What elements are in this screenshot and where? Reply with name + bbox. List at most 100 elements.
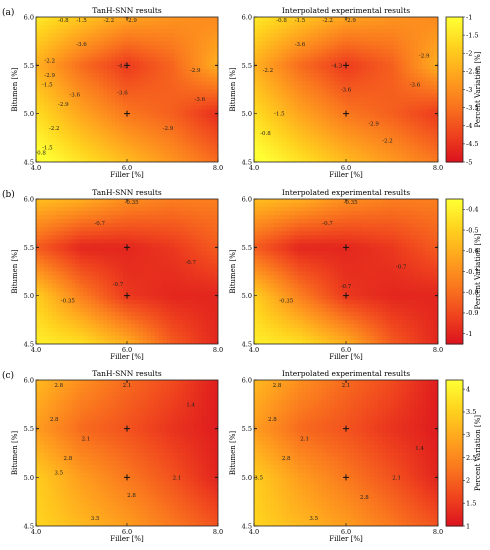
contour-label: 2.1 (173, 475, 182, 481)
experimental-point (435, 244, 438, 251)
colorbar-tick-label: 3.5 (466, 408, 476, 416)
experimental-point (435, 292, 438, 299)
contour-label: 2.8 (63, 456, 72, 462)
y-tick-label: 5.0 (24, 292, 34, 300)
panel-letter: (a) (2, 7, 14, 18)
contour-label: -1.5 (274, 112, 285, 118)
contour-label: -3.6 (295, 42, 306, 48)
colorbar-tick-label: -2 (466, 50, 472, 58)
x-tick-label: 4.0 (31, 346, 41, 354)
contour-label: 2.8 (50, 417, 59, 423)
experimental-point (435, 62, 438, 69)
contour-label: -0.7 (322, 221, 333, 227)
contour-label: 2.1 (392, 475, 401, 481)
colorbar-tick-label: -0.7 (466, 268, 479, 276)
panel-letter: (b) (2, 189, 15, 200)
contour-label: 2.8 (127, 493, 136, 499)
x-tick-label: 6.0 (341, 346, 351, 354)
contour-label: -0.35 (124, 200, 139, 206)
experimental-point (124, 199, 130, 202)
contour-label: -2.9 (190, 68, 201, 74)
x-tick-label: 8.0 (213, 164, 223, 172)
contour-label: -2.9 (44, 73, 55, 79)
contour-label: -0.8 (58, 18, 69, 24)
colorbar-tick-label: -2.5 (466, 68, 479, 76)
x-tick-label: 6.0 (122, 346, 132, 354)
x-tick-label: 6.0 (122, 528, 132, 536)
experimental-point (343, 244, 349, 251)
y-tick-label: 5.0 (242, 474, 252, 482)
x-tick-label: 4.0 (31, 164, 41, 172)
x-axis-label: Filler [%] (110, 171, 144, 179)
colorbar-tick-label: 3 (466, 431, 470, 439)
heatmap-panel-4: -0.35 -0.7 -0.7 -0.7 -0.35 4.0 6.0 8.0 Filler [%… (229, 188, 443, 361)
contour-label: -2.2 (103, 18, 114, 24)
colorbar-tick-label: -0.4 (466, 206, 479, 214)
y-tick-label: 5.5 (24, 62, 34, 70)
contour-label: -2.9 (58, 102, 69, 108)
experimental-point (435, 425, 438, 432)
contour-label: -0.7 (94, 221, 105, 227)
experimental-point (343, 110, 349, 117)
heatmap-panel-1: -0.8 -1.5 -2.2 -2.9-3.6-2.2-1.5-2.9-4.3-3.6… (2, 6, 223, 179)
contour-label: -0.7 (396, 265, 407, 271)
panel-letter: (c) (2, 370, 14, 381)
colorbar-label: Percent Variation [%] (474, 415, 482, 491)
contour-label: -0.8 (35, 150, 46, 156)
colorbar-label: Percent Variation [%] (474, 233, 482, 309)
experimental-point (343, 380, 349, 383)
colorbar-tick-label: -0.6 (466, 247, 479, 255)
panel-title: Interpolated experimental results (282, 369, 410, 378)
contour-label: -2.9 (345, 18, 356, 24)
contour-label: 3.5 (254, 475, 263, 481)
experimental-point (124, 62, 130, 69)
contour-label: 1.4 (415, 446, 424, 452)
colorbar-2: -0.4 -0.5 -0.6 -0.7 -0.8 -0.9 -1 Percent Variat… (445, 198, 482, 345)
experimental-point (343, 199, 349, 202)
x-tick-label: 8.0 (433, 528, 443, 536)
x-tick-label: 4.0 (249, 164, 259, 172)
contour-label: -0.7 (185, 260, 196, 266)
x-tick-label: 4.0 (31, 528, 41, 536)
y-axis-label: Bitumen [%] (229, 67, 237, 112)
contour-label: 2.1 (123, 383, 132, 389)
contour-label: 1.4 (186, 402, 195, 408)
y-tick-label: 5.5 (24, 425, 34, 433)
contour-label: -1.5 (76, 18, 87, 24)
x-axis-label: Filler [%] (110, 535, 144, 543)
colorbar-tick-label: -1 (466, 13, 472, 21)
experimental-point (343, 474, 349, 481)
contour-label: -1.5 (42, 83, 53, 89)
y-tick-label: 5.0 (242, 292, 252, 300)
contour-label: -0.35 (61, 299, 76, 305)
experimental-point (215, 292, 218, 299)
y-tick-label: 5.5 (242, 244, 252, 252)
y-tick-label: 6.0 (24, 196, 34, 204)
y-axis-label: Bitumen [%] (11, 431, 19, 476)
y-tick-label: 6.0 (24, 377, 34, 385)
contour-label: -3.6 (410, 83, 421, 89)
y-tick-label: 6.0 (242, 377, 252, 385)
contour-label: -2.9 (419, 54, 430, 60)
experimental-point (343, 62, 349, 69)
x-tick-label: 6.0 (341, 164, 351, 172)
contour-label: -0.7 (341, 284, 352, 290)
contour-label: -4.3 (117, 63, 128, 69)
contour-label: 2.8 (54, 383, 63, 389)
contour-label: -3.6 (341, 88, 352, 94)
contour-label: -1.5 (42, 146, 53, 152)
panel-title: TanH-SNN results (92, 369, 162, 378)
y-tick-label: 6.0 (24, 14, 34, 22)
colorbar-tick-label: -1 (466, 330, 472, 338)
y-axis-label: Bitumen [%] (11, 249, 19, 294)
contour-label: -4.3 (331, 63, 342, 69)
y-tick-label: 4.5 (24, 341, 34, 349)
panel-title: TanH-SNN results (92, 6, 162, 15)
contour-label: -2.2 (49, 126, 60, 132)
experimental-point (435, 474, 438, 481)
colorbar-tick-label: -3.5 (466, 104, 479, 112)
contour-label: 2.8 (268, 417, 277, 423)
contour-label: 2.8 (282, 456, 291, 462)
experimental-point (215, 62, 218, 69)
